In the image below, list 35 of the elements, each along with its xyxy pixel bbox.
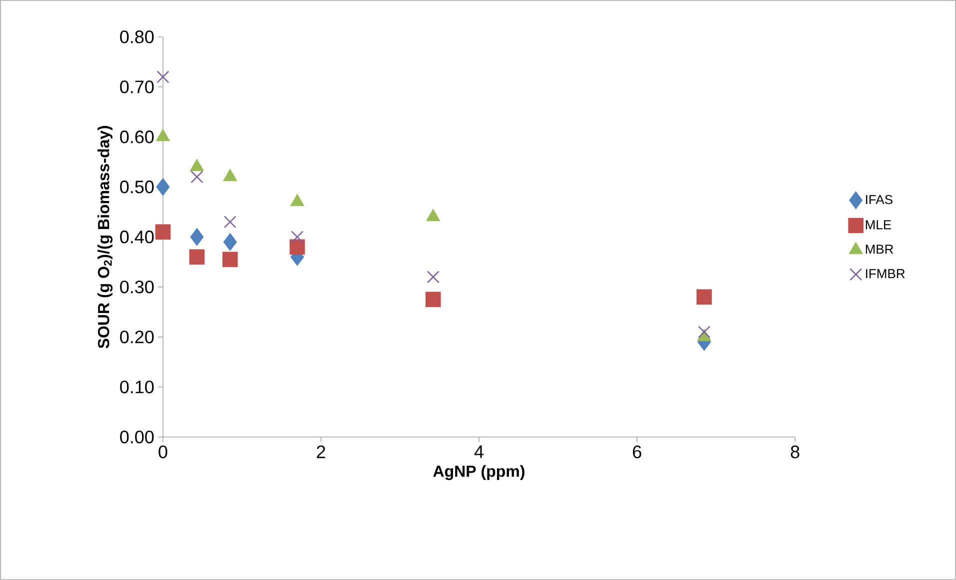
point [698,326,711,338]
point [426,292,441,308]
y-tick-label: 0.20 [120,330,154,344]
legend-label: MLE [866,220,892,230]
y-axis-title: SOUR (g O$_{2}$)/(g Biomass-day) [98,126,112,348]
point [223,233,237,251]
y-tick-label: 0.10 [120,380,154,394]
x-tick-label: 6 [632,446,642,458]
legend-label: IFAS [866,195,892,204]
y-tick-label: 0.00 [120,430,154,444]
y-tick-label: 0.60 [120,130,154,144]
y-tick-label: 0.40 [120,230,154,244]
x-tick-label: 0 [158,446,168,458]
legend-label: MBR [866,244,894,254]
legend-label: IFMBR [866,269,905,278]
y-tick-label: 0.50 [120,180,154,194]
point [290,230,304,244]
point [155,224,171,240]
point [696,289,712,305]
x-tick-label: 2 [316,446,326,458]
point [190,170,204,184]
point [290,239,305,255]
y-tick-label: 0.70 [120,80,154,94]
point [190,228,204,246]
y-tick-label: 0.80 [120,30,154,44]
point [224,216,236,228]
point [426,270,440,284]
point [222,252,238,268]
x-tick-label: 8 [790,446,800,458]
x-axis-title: AgNP (ppm) [433,465,524,480]
point [189,249,205,265]
x-tick-label: 4 [474,446,484,458]
point [156,178,170,196]
point [156,70,170,84]
y-tick-label: 0.30 [120,280,154,294]
